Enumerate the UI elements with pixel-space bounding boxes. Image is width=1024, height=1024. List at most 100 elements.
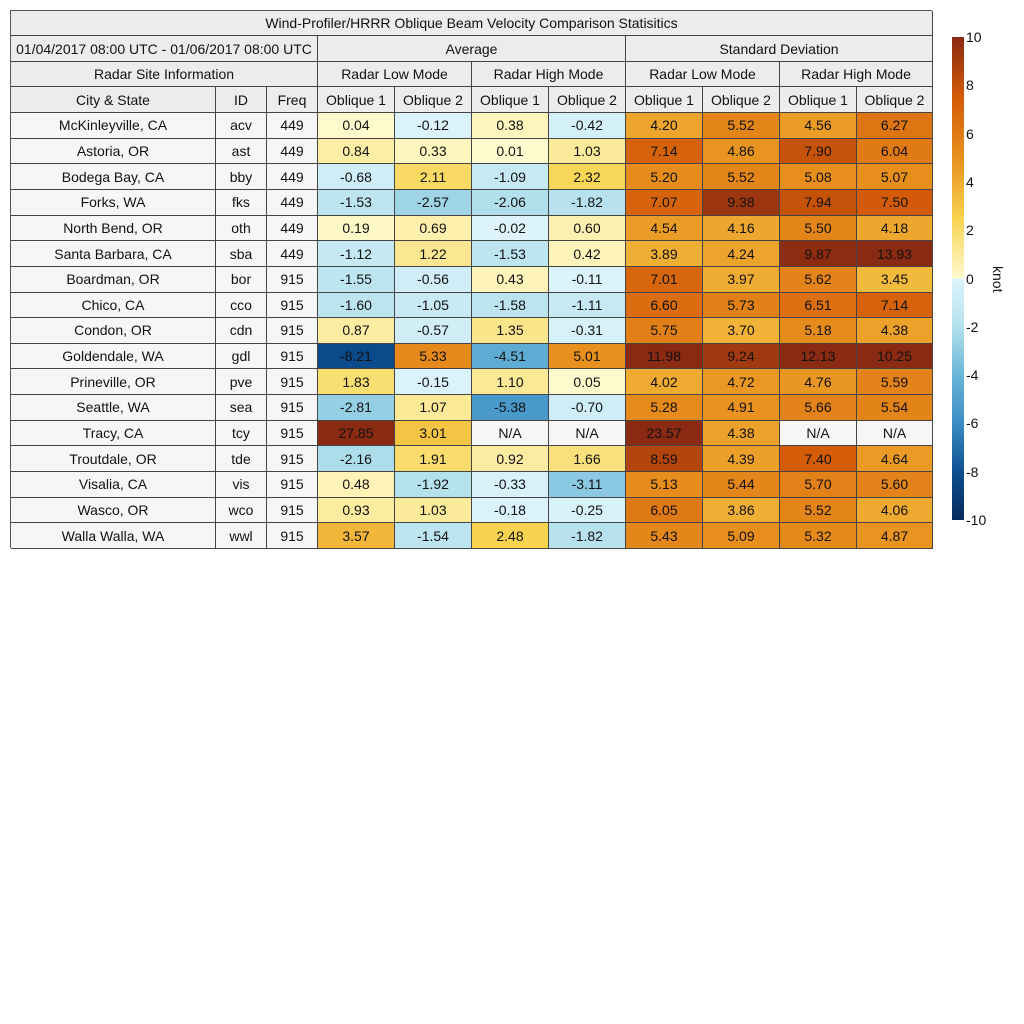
colorbar-tick: -2 [966, 318, 979, 335]
id-cell: oth [216, 215, 267, 242]
city-cell: North Bend, OR [11, 215, 216, 242]
freq-cell: 915 [267, 292, 318, 319]
column-header: Freq [267, 87, 318, 113]
id-cell: wco [216, 497, 267, 524]
value-cell: -1.09 [472, 164, 549, 190]
colorbar [952, 37, 964, 520]
column-header: Oblique 1 [780, 87, 857, 113]
city-cell: Seattle, WA [11, 395, 216, 421]
freq-cell: 915 [267, 497, 318, 524]
freq-cell: 915 [267, 523, 318, 549]
value-cell: 3.57 [318, 523, 395, 549]
city-cell: Walla Walla, WA [11, 523, 216, 549]
value-cell: 0.42 [549, 241, 626, 267]
colorbar-tick: -8 [966, 463, 979, 480]
value-cell: 0.92 [472, 446, 549, 473]
value-cell: 5.66 [780, 395, 857, 421]
value-cell: 4.38 [703, 420, 780, 447]
value-cell: 2.48 [472, 523, 549, 549]
freq-cell: 915 [267, 472, 318, 498]
value-cell: 5.18 [780, 318, 857, 344]
value-cell: 23.57 [626, 420, 703, 447]
value-cell: 5.75 [626, 318, 703, 344]
id-cell: sba [216, 241, 267, 267]
colorbar-tick: 4 [966, 173, 974, 190]
value-cell: 9.38 [703, 189, 780, 216]
column-header: Oblique 2 [857, 87, 933, 113]
value-cell: 5.59 [857, 369, 933, 396]
value-cell: 8.59 [626, 446, 703, 473]
colorbar-tick: 8 [966, 77, 974, 94]
freq-cell: 915 [267, 395, 318, 421]
id-cell: cdn [216, 318, 267, 344]
value-cell: N/A [472, 420, 549, 447]
freq-cell: 449 [267, 215, 318, 242]
column-header: City & State [11, 87, 216, 113]
value-cell: 4.86 [703, 138, 780, 165]
value-cell: -1.11 [549, 292, 626, 319]
colorbar-tick: -4 [966, 367, 979, 384]
colorbar-tick: 0 [966, 270, 974, 287]
id-cell: acv [216, 113, 267, 139]
id-cell: fks [216, 189, 267, 216]
value-cell: 5.20 [626, 164, 703, 190]
value-cell: 4.16 [703, 215, 780, 242]
value-cell: 0.38 [472, 113, 549, 139]
value-cell: 2.32 [549, 164, 626, 190]
value-cell: 1.10 [472, 369, 549, 396]
value-cell: 5.09 [703, 523, 780, 549]
city-cell: Troutdale, OR [11, 446, 216, 473]
value-cell: -0.33 [472, 472, 549, 498]
city-cell: Astoria, OR [11, 138, 216, 165]
value-cell: 3.01 [395, 420, 472, 447]
value-cell: 4.18 [857, 215, 933, 242]
value-cell: 3.86 [703, 497, 780, 524]
freq-cell: 915 [267, 318, 318, 344]
value-cell: -2.16 [318, 446, 395, 473]
value-cell: 4.54 [626, 215, 703, 242]
value-cell: 4.39 [703, 446, 780, 473]
value-cell: N/A [549, 420, 626, 447]
value-cell: -0.68 [318, 164, 395, 190]
value-cell: 4.76 [780, 369, 857, 396]
value-cell: 3.70 [703, 318, 780, 344]
value-cell: 4.91 [703, 395, 780, 421]
value-cell: -2.06 [472, 189, 549, 216]
value-cell: 0.33 [395, 138, 472, 165]
value-cell: 0.05 [549, 369, 626, 396]
value-cell: 1.66 [549, 446, 626, 473]
colorbar-tick: 10 [966, 29, 982, 45]
value-cell: 0.48 [318, 472, 395, 498]
value-cell: 4.06 [857, 497, 933, 524]
value-cell: -2.81 [318, 395, 395, 421]
value-cell: -1.60 [318, 292, 395, 319]
value-cell: 7.50 [857, 189, 933, 216]
site-info-header: Radar Site Information [11, 62, 318, 87]
city-cell: Bodega Bay, CA [11, 164, 216, 190]
date-range: 01/04/2017 08:00 UTC - 01/06/2017 08:00 … [11, 36, 318, 62]
id-cell: cco [216, 292, 267, 319]
value-cell: -5.38 [472, 395, 549, 421]
value-cell: -1.82 [549, 189, 626, 216]
freq-cell: 449 [267, 164, 318, 190]
column-header: Oblique 1 [626, 87, 703, 113]
value-cell: 5.54 [857, 395, 933, 421]
mode-header: Radar High Mode [472, 62, 626, 87]
value-cell: 4.20 [626, 113, 703, 139]
city-cell: Goldendale, WA [11, 343, 216, 370]
value-cell: 4.02 [626, 369, 703, 396]
value-cell: 7.90 [780, 138, 857, 165]
value-cell: -0.25 [549, 497, 626, 524]
value-cell: 6.27 [857, 113, 933, 139]
value-cell: -3.11 [549, 472, 626, 498]
value-cell: -1.92 [395, 472, 472, 498]
freq-cell: 915 [267, 343, 318, 370]
value-cell: -1.12 [318, 241, 395, 267]
value-cell: -0.11 [549, 266, 626, 293]
value-cell: -1.82 [549, 523, 626, 549]
value-cell: -2.57 [395, 189, 472, 216]
value-cell: N/A [780, 420, 857, 447]
value-cell: 7.14 [857, 292, 933, 319]
value-cell: 5.32 [780, 523, 857, 549]
value-cell: 12.13 [780, 343, 857, 370]
